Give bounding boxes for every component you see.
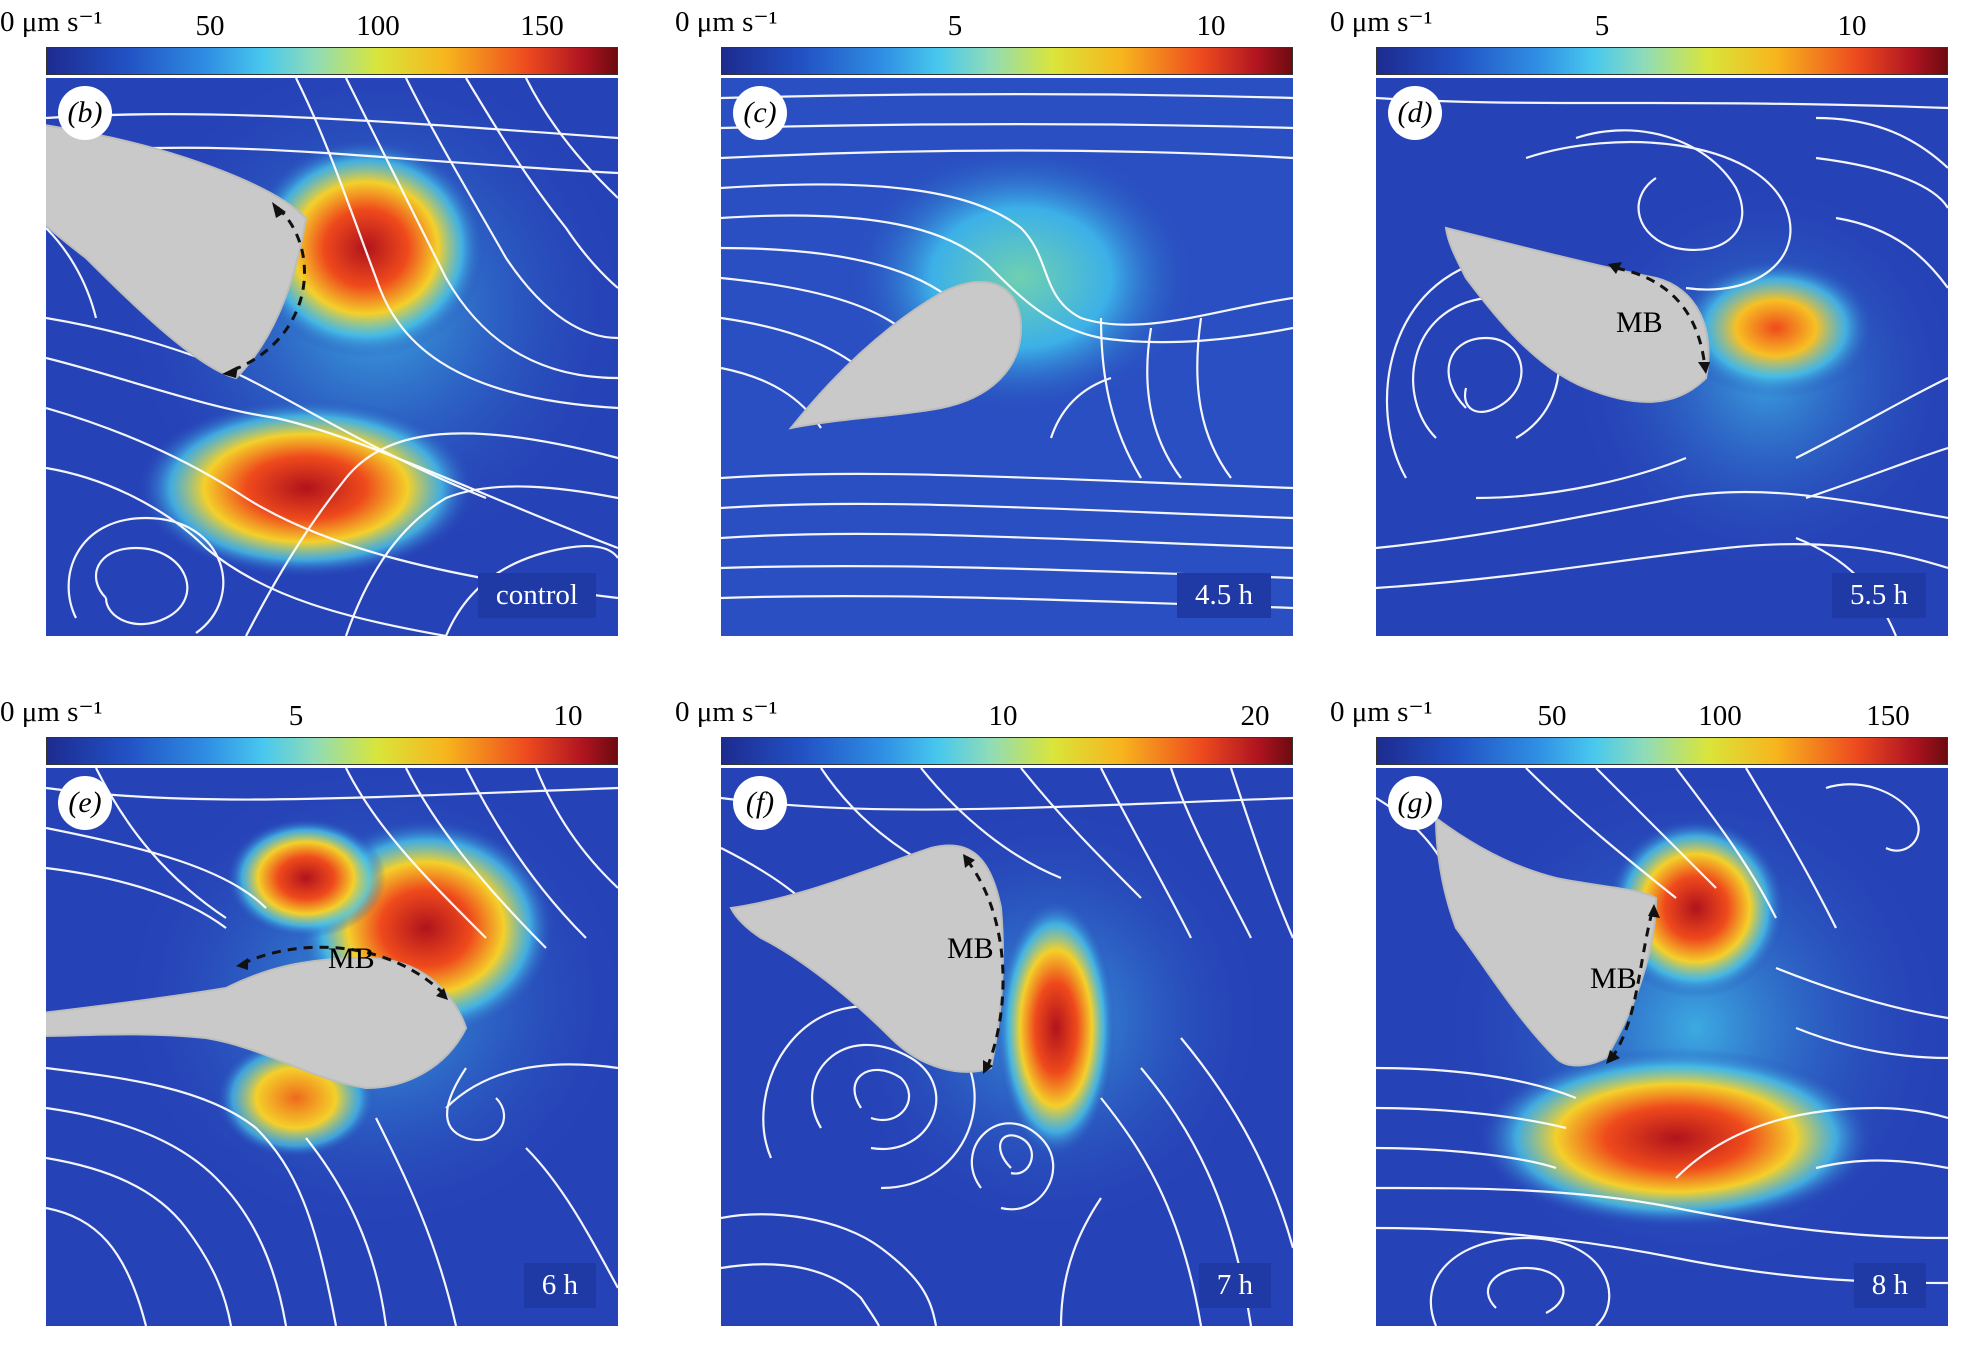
cell-body xyxy=(1434,816,1658,1067)
mb-label: MB xyxy=(947,932,994,965)
mb-label: MB xyxy=(1616,306,1663,339)
panel-d: 0 μm s⁻¹ 5 10 xyxy=(1330,0,1950,640)
colorbar-zero-label: 0 μm s⁻¹ xyxy=(1330,6,1433,38)
time-label: 6 h xyxy=(523,1263,596,1308)
colorbar-tick: 150 xyxy=(1866,700,1910,732)
colorbar-tick: 10 xyxy=(988,700,1018,732)
colorbar xyxy=(1376,737,1948,765)
panel-label: (b) xyxy=(58,86,112,140)
colorbar-tick: 10 xyxy=(1196,10,1226,42)
colorbar-zero-label: 0 μm s⁻¹ xyxy=(675,696,778,728)
colorbar xyxy=(721,737,1293,765)
colorbar-zero-label: 0 μm s⁻¹ xyxy=(0,6,103,38)
time-label: 7 h xyxy=(1198,1263,1271,1308)
colorbar xyxy=(1376,47,1948,75)
cell-body xyxy=(46,124,308,380)
colorbar-tick: 50 xyxy=(1537,700,1567,732)
panel-g: 0 μm s⁻¹ 50 100 150 xyxy=(1330,690,1950,1330)
time-label: 4.5 h xyxy=(1177,573,1271,618)
velocity-field: MB (f) 7 h xyxy=(721,768,1293,1326)
time-label: control xyxy=(477,573,596,618)
velocity-field: (c) 4.5 h xyxy=(721,78,1293,636)
velocity-field: MB (d) 5.5 h xyxy=(1376,78,1948,636)
cell-body xyxy=(729,844,1004,1073)
colorbar-zero-label: 0 μm s⁻¹ xyxy=(1330,696,1433,728)
colorbar xyxy=(46,47,618,75)
velocity-field: MB (g) 8 h xyxy=(1376,768,1948,1326)
mb-label: MB xyxy=(1590,962,1637,995)
colorbar-tick: 5 xyxy=(947,10,963,42)
panel-label: (d) xyxy=(1388,86,1442,140)
panel-e: 0 μm s⁻¹ 5 10 xyxy=(0,690,620,1330)
colorbar-zero-label: 0 μm s⁻¹ xyxy=(0,696,103,728)
panel-c: 0 μm s⁻¹ 5 10 xyxy=(675,0,1295,640)
velocity-field: MB (e) 6 h xyxy=(46,768,618,1326)
colorbar-tick: 10 xyxy=(553,700,583,732)
colorbar-tick: 50 xyxy=(195,10,225,42)
cell-body xyxy=(1444,226,1710,403)
colorbar xyxy=(46,737,618,765)
cell-body xyxy=(788,281,1023,430)
colorbar-tick: 100 xyxy=(356,10,400,42)
colorbar xyxy=(721,47,1293,75)
colorbar-tick: 5 xyxy=(288,700,304,732)
colorbar-tick: 150 xyxy=(520,10,564,42)
panel-label: (c) xyxy=(733,86,787,140)
panel-b: 0 μm s⁻¹ 50 100 150 xyxy=(0,0,620,640)
colorbar-tick: 20 xyxy=(1240,700,1270,732)
colorbar-tick: 5 xyxy=(1594,10,1610,42)
cell-body xyxy=(46,956,468,1090)
colorbar-tick: 100 xyxy=(1698,700,1742,732)
mb-label: MB xyxy=(328,942,375,975)
time-label: 8 h xyxy=(1853,1263,1926,1308)
panel-label: (g) xyxy=(1388,776,1442,830)
panel-label: (f) xyxy=(733,776,787,830)
panel-f: 0 μm s⁻¹ 10 20 xyxy=(675,690,1295,1330)
panel-label: (e) xyxy=(58,776,112,830)
velocity-field: (b) control xyxy=(46,78,618,636)
time-label: 5.5 h xyxy=(1832,573,1926,618)
colorbar-zero-label: 0 μm s⁻¹ xyxy=(675,6,778,38)
colorbar-tick: 10 xyxy=(1837,10,1867,42)
